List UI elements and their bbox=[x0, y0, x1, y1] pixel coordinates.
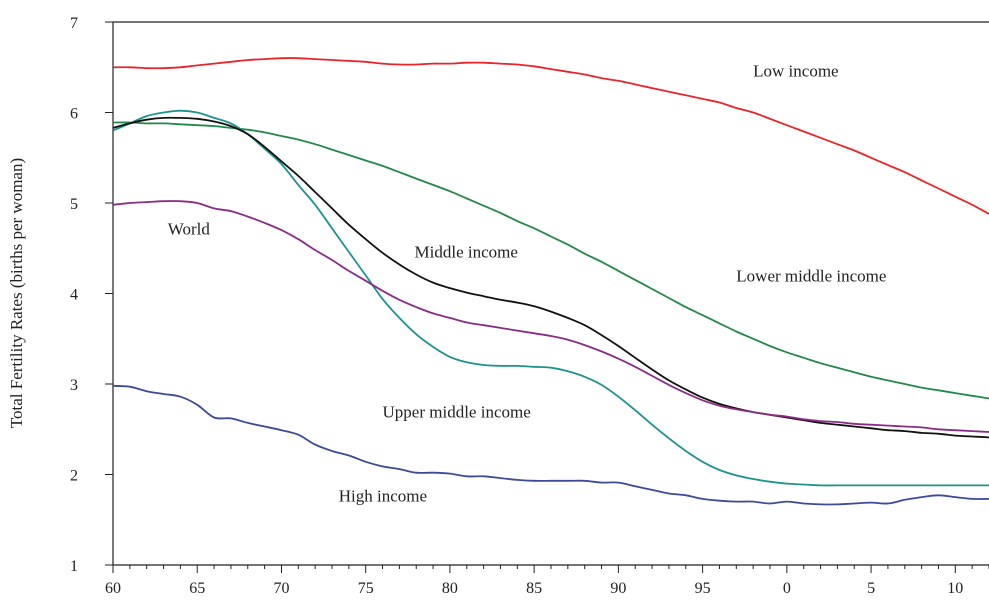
series-line-upper-middle-income bbox=[112, 109, 989, 487]
y-tick-label: 2 bbox=[70, 468, 78, 485]
series-line-world bbox=[112, 200, 989, 433]
x-tick-label: 60 bbox=[105, 580, 121, 597]
y-axis: 1 2 3 4 5 6 7 bbox=[70, 15, 113, 575]
series-labels: Low income Lower middle income Upper middl… bbox=[168, 61, 887, 505]
x-tick-label: 10 bbox=[947, 580, 963, 597]
x-tick-label: 75 bbox=[358, 580, 374, 597]
y-tick-label: 6 bbox=[70, 106, 78, 123]
series-label-high-income: High income bbox=[339, 487, 427, 506]
x-tick-label: 85 bbox=[526, 580, 542, 597]
series-label-low-income: Low income bbox=[753, 61, 838, 80]
series-label-upper-middle-income: Upper middle income bbox=[383, 402, 531, 421]
series-label-middle-income: Middle income bbox=[415, 242, 518, 261]
y-tick-label: 1 bbox=[70, 558, 78, 575]
series-line-lower-middle-income bbox=[112, 121, 989, 400]
x-tick-label: 70 bbox=[273, 580, 289, 597]
x-tick-label: 5 bbox=[867, 580, 875, 597]
x-tick-label: 80 bbox=[442, 580, 458, 597]
series-line-middle-income bbox=[112, 116, 989, 439]
series-label-backdrop bbox=[406, 241, 552, 266]
x-tick-label: 95 bbox=[695, 580, 711, 597]
x-tick-label: 0 bbox=[783, 580, 791, 597]
y-tick-label: 5 bbox=[70, 196, 78, 213]
series-line-low-income bbox=[112, 57, 989, 215]
x-tick-label: 90 bbox=[610, 580, 626, 597]
series-label-world: World bbox=[168, 220, 211, 239]
y-tick-label: 4 bbox=[70, 287, 78, 304]
series-label-lower-middle-income: Lower middle income bbox=[736, 267, 886, 286]
x-tick-label: 65 bbox=[189, 580, 205, 597]
y-axis-title: Total Fertility Rates (births per woman) bbox=[7, 158, 26, 428]
y-tick-label: 3 bbox=[70, 377, 78, 394]
x-axis: 60 65 70 75 80 85 90 95 0 5 10 bbox=[105, 565, 989, 597]
y-tick-label: 7 bbox=[70, 15, 78, 32]
series-lines bbox=[112, 57, 989, 506]
series-line-high-income bbox=[112, 384, 989, 506]
plot-frame bbox=[112, 21, 989, 566]
